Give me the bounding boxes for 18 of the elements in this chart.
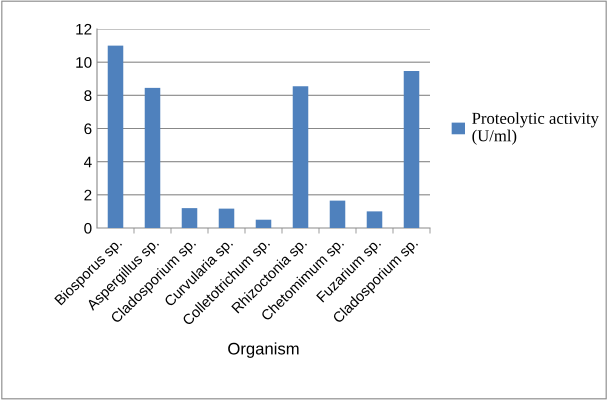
y-tick-label: 10 xyxy=(76,57,92,68)
y-tick-label: 12 xyxy=(76,24,92,35)
bar xyxy=(182,208,198,228)
bar xyxy=(108,46,124,228)
bar xyxy=(144,88,160,228)
y-tick-label: 0 xyxy=(84,222,92,234)
bar xyxy=(330,200,346,228)
y-tick-label: 2 xyxy=(84,190,92,200)
bar xyxy=(404,70,420,228)
bar xyxy=(218,208,234,228)
legend-label: Proteolytic activity (U/ml) xyxy=(472,112,599,145)
y-tick-label: 4 xyxy=(84,156,92,168)
x-axis-title: Organism xyxy=(228,342,299,358)
bar xyxy=(292,86,308,228)
bar xyxy=(366,211,382,228)
y-tick-label: 6 xyxy=(84,123,92,134)
y-tick-label: 8 xyxy=(84,90,92,102)
bar xyxy=(256,220,272,228)
